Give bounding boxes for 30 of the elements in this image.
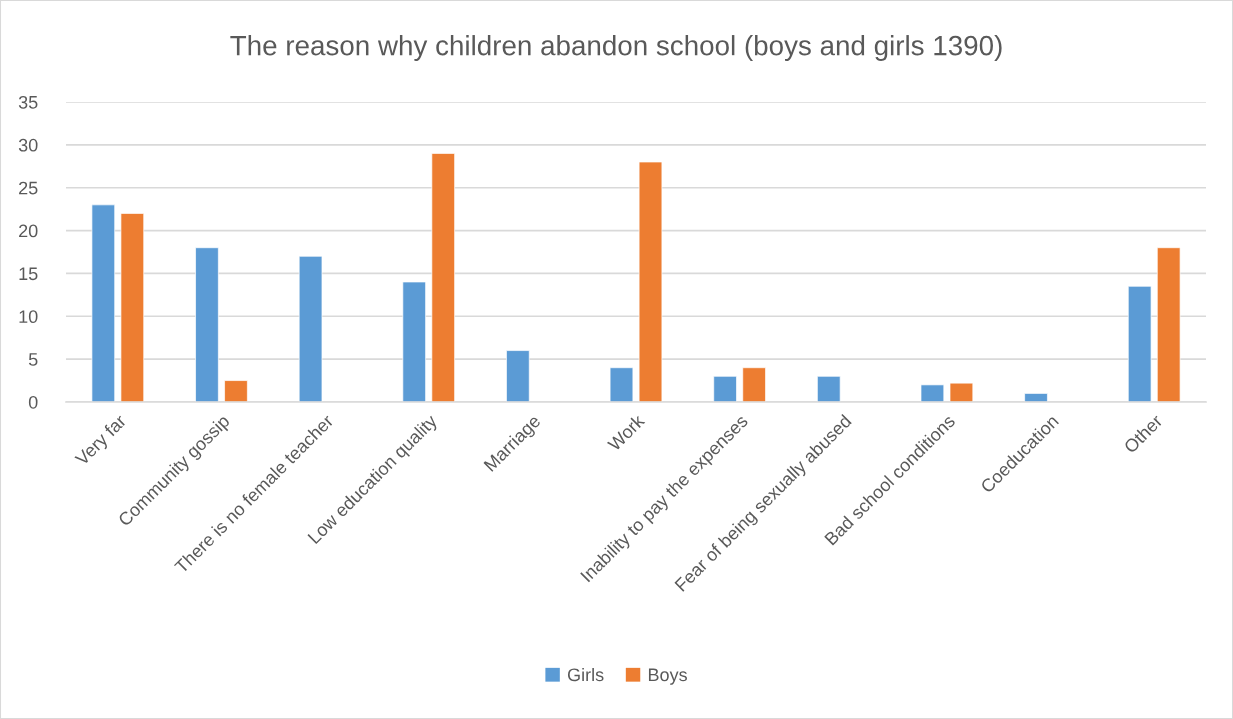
bar [431,153,455,402]
y-tick-label: 25 [19,181,38,195]
bar [949,382,974,402]
chart-title: The reason why children abandon school (boys and girls 1390) [230,35,1002,61]
bar [638,161,663,402]
y-tick-label: 35 [18,95,38,109]
y-tick-label: 0 [28,395,38,409]
y-tick-label: 20 [19,224,38,238]
bar [742,367,766,402]
y-tick-label: 10 [19,310,38,324]
bar [120,213,145,402]
legend-label: Boys [648,668,687,685]
bar [609,367,634,402]
y-tick-label: 15 [19,267,38,281]
bar [224,380,248,402]
bar [920,384,945,402]
bar [195,247,219,402]
bar [506,350,530,402]
y-tick-label: 5 [28,353,38,366]
bar [817,375,841,402]
y-tick-label: 30 [18,138,38,152]
bar [713,375,737,402]
bar [1156,247,1181,402]
bar [402,281,426,402]
bar [1127,285,1152,402]
bar [1024,393,1048,402]
legend-label: Girls [567,667,604,682]
x-tick-label: Very far [73,413,130,469]
bar [298,255,323,402]
bar [91,204,116,402]
